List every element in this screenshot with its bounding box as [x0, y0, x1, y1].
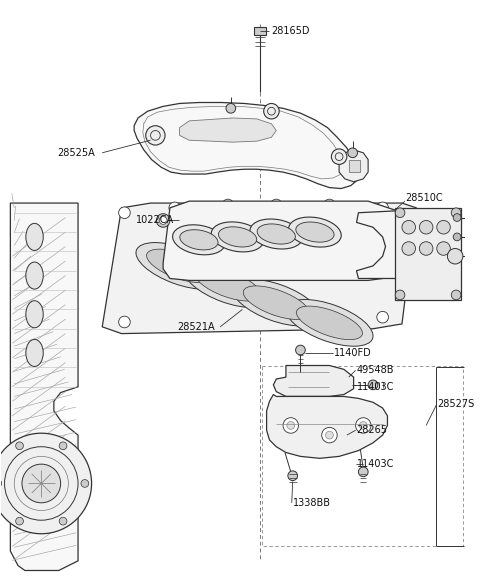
- Circle shape: [119, 316, 130, 328]
- Circle shape: [264, 104, 279, 119]
- Polygon shape: [254, 27, 265, 35]
- Circle shape: [322, 428, 337, 443]
- Polygon shape: [395, 208, 461, 300]
- Circle shape: [146, 126, 165, 145]
- Text: 28521A: 28521A: [178, 322, 215, 332]
- Ellipse shape: [26, 339, 43, 366]
- Circle shape: [324, 199, 335, 211]
- Polygon shape: [274, 366, 354, 397]
- Ellipse shape: [243, 286, 309, 319]
- Circle shape: [447, 249, 463, 264]
- Circle shape: [288, 471, 298, 480]
- Text: 49548B: 49548B: [357, 366, 394, 376]
- Ellipse shape: [257, 224, 295, 244]
- Circle shape: [159, 216, 167, 224]
- Text: 1022CA: 1022CA: [136, 215, 174, 225]
- Ellipse shape: [26, 301, 43, 328]
- Circle shape: [226, 104, 236, 113]
- Circle shape: [437, 242, 450, 255]
- Ellipse shape: [296, 222, 334, 242]
- Circle shape: [325, 431, 333, 439]
- Circle shape: [420, 221, 433, 234]
- Ellipse shape: [288, 217, 341, 247]
- Text: 28165D: 28165D: [271, 26, 310, 36]
- Circle shape: [222, 199, 234, 211]
- Circle shape: [395, 208, 405, 218]
- Circle shape: [377, 311, 388, 323]
- Ellipse shape: [173, 225, 225, 255]
- Polygon shape: [266, 394, 387, 458]
- Circle shape: [156, 214, 170, 227]
- Circle shape: [437, 221, 450, 234]
- Circle shape: [0, 433, 92, 534]
- Text: 1338BB: 1338BB: [293, 498, 331, 508]
- Circle shape: [359, 467, 368, 477]
- Circle shape: [0, 480, 1, 487]
- Circle shape: [270, 199, 282, 211]
- Circle shape: [59, 517, 67, 525]
- Text: 11403C: 11403C: [357, 459, 394, 469]
- Ellipse shape: [297, 306, 362, 340]
- Polygon shape: [357, 211, 434, 278]
- Circle shape: [22, 464, 60, 503]
- Polygon shape: [180, 118, 276, 142]
- Text: 28527S: 28527S: [438, 399, 475, 409]
- Circle shape: [16, 442, 24, 450]
- Circle shape: [368, 380, 378, 390]
- Text: 28265: 28265: [357, 425, 387, 435]
- Circle shape: [169, 202, 180, 214]
- Polygon shape: [102, 203, 417, 333]
- Ellipse shape: [286, 300, 373, 346]
- Ellipse shape: [146, 249, 213, 283]
- Circle shape: [402, 242, 416, 255]
- Circle shape: [420, 242, 433, 255]
- Circle shape: [59, 442, 67, 450]
- Circle shape: [451, 208, 461, 218]
- Circle shape: [453, 214, 461, 222]
- Circle shape: [395, 290, 405, 300]
- Ellipse shape: [211, 222, 264, 252]
- Circle shape: [119, 207, 130, 219]
- Text: 11403C: 11403C: [357, 382, 394, 392]
- Ellipse shape: [250, 219, 302, 249]
- Ellipse shape: [233, 279, 320, 326]
- Circle shape: [287, 422, 295, 429]
- Circle shape: [348, 148, 358, 157]
- Polygon shape: [134, 102, 359, 188]
- Ellipse shape: [195, 267, 261, 301]
- Circle shape: [360, 422, 367, 429]
- Ellipse shape: [184, 261, 272, 308]
- Polygon shape: [339, 150, 368, 182]
- Text: 28525A: 28525A: [57, 148, 95, 158]
- Circle shape: [356, 418, 371, 433]
- Circle shape: [81, 480, 89, 487]
- Circle shape: [451, 290, 461, 300]
- Circle shape: [283, 418, 299, 433]
- Circle shape: [16, 517, 24, 525]
- Polygon shape: [11, 203, 78, 570]
- Text: 28510C: 28510C: [405, 193, 443, 203]
- Ellipse shape: [218, 227, 257, 247]
- Polygon shape: [349, 160, 360, 172]
- Polygon shape: [163, 201, 407, 280]
- Ellipse shape: [26, 262, 43, 289]
- Text: 1140FD: 1140FD: [334, 348, 372, 358]
- Ellipse shape: [26, 223, 43, 250]
- Circle shape: [453, 233, 461, 241]
- Circle shape: [402, 221, 416, 234]
- Circle shape: [296, 345, 305, 355]
- Ellipse shape: [136, 243, 223, 289]
- Ellipse shape: [180, 230, 218, 250]
- Circle shape: [377, 202, 388, 214]
- Circle shape: [331, 149, 347, 164]
